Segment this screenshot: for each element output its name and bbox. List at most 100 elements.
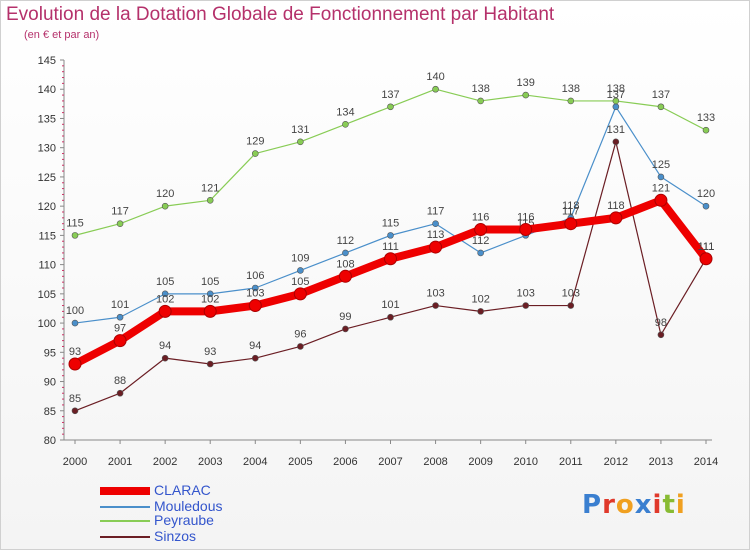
data-label-sinzos: 94: [159, 340, 171, 352]
data-label-sinzos: 88: [114, 375, 126, 387]
data-label-peyraube: 131: [291, 124, 309, 136]
data-label-clarac: 102: [156, 293, 174, 305]
legend-item-clarac: CLARAC: [100, 482, 300, 498]
data-point-mouledous: [702, 202, 710, 210]
data-label-sinzos: 103: [562, 288, 580, 300]
data-label-peyraube: 115: [66, 217, 84, 229]
data-label-clarac: 93: [69, 346, 81, 358]
data-point-mouledous: [342, 249, 349, 257]
data-point-mouledous: [387, 232, 394, 239]
x-tick-label: 2006: [333, 456, 357, 468]
data-label-sinzos: 99: [339, 311, 351, 323]
data-point-clarac: [564, 217, 578, 231]
data-point-clarac: [474, 223, 488, 237]
data-point-sinzos: [297, 343, 304, 350]
y-tick-label: 90: [44, 377, 56, 389]
legend-label: CLARAC: [154, 482, 211, 498]
x-tick-label: 2013: [649, 456, 673, 468]
data-label-clarac: 102: [201, 293, 219, 305]
data-label-sinzos: 93: [204, 346, 216, 358]
data-label-sinzos: 102: [471, 293, 489, 305]
x-tick-label: 2009: [468, 456, 492, 468]
data-point-sinzos: [387, 313, 394, 321]
data-label-peyraube: 129: [246, 136, 264, 148]
data-label-mouledous: 101: [111, 299, 129, 311]
data-point-sinzos: [657, 331, 665, 339]
data-label-sinzos: 94: [249, 340, 261, 352]
data-label-peyraube: 120: [156, 188, 174, 200]
data-label-clarac: 116: [472, 212, 490, 224]
data-label-peyraube: 139: [517, 77, 535, 89]
data-point-sinzos: [206, 360, 214, 368]
data-label-mouledous: 112: [337, 235, 355, 247]
data-label-clarac: 97: [114, 323, 126, 335]
data-point-peyraube: [161, 202, 169, 210]
data-point-peyraube: [522, 91, 530, 99]
data-point-sinzos: [567, 302, 575, 309]
data-label-mouledous: 137: [607, 89, 625, 101]
x-tick-label: 2003: [198, 456, 222, 468]
data-point-mouledous: [161, 290, 169, 298]
data-point-mouledous: [657, 173, 665, 181]
legend-swatch: [100, 520, 150, 522]
data-point-sinzos: [612, 138, 620, 146]
data-label-mouledous: 105: [201, 276, 219, 288]
data-point-sinzos: [342, 325, 349, 333]
chart-title: Evolution de la Dotation Globale de Fonc…: [6, 4, 555, 25]
data-point-clarac: [699, 252, 713, 266]
y-tick-label: 105: [38, 289, 56, 301]
y-tick-label: 145: [38, 55, 56, 67]
data-label-clarac: 105: [291, 276, 309, 288]
data-label-peyraube: 137: [381, 89, 399, 101]
legend-swatch: [100, 487, 150, 495]
data-label-clarac: 116: [517, 212, 535, 224]
data-label-sinzos: 103: [517, 288, 535, 300]
data-point-mouledous: [612, 103, 620, 111]
data-point-sinzos: [522, 302, 530, 309]
data-label-mouledous: 106: [246, 270, 264, 282]
data-label-mouledous: 120: [697, 188, 715, 200]
data-label-peyraube: 138: [562, 83, 580, 95]
data-point-sinzos: [71, 407, 79, 415]
data-point-peyraube: [71, 232, 79, 239]
data-label-clarac: 117: [562, 206, 580, 218]
data-point-sinzos: [432, 302, 439, 309]
data-label-peyraube: 137: [652, 89, 670, 101]
data-point-peyraube: [432, 85, 439, 93]
data-point-peyraube: [251, 150, 259, 157]
chart-subtitle: (en € et par an): [24, 29, 100, 41]
data-point-clarac: [384, 252, 397, 266]
y-tick-label: 125: [38, 172, 56, 184]
data-point-peyraube: [387, 103, 394, 111]
data-label-mouledous: 112: [472, 235, 490, 247]
data-label-peyraube: 133: [697, 112, 715, 124]
data-point-peyraube: [477, 97, 484, 105]
x-tick-label: 2004: [243, 456, 267, 468]
data-label-sinzos: 96: [294, 328, 306, 340]
proxiti-logo: Proxiti: [582, 490, 686, 520]
data-label-clarac: 113: [427, 229, 445, 241]
data-point-peyraube: [342, 121, 349, 128]
data-point-clarac: [429, 240, 443, 254]
legend-label: Mouledous: [154, 498, 223, 514]
data-label-mouledous: 100: [66, 305, 84, 317]
data-label-clarac: 118: [607, 200, 625, 212]
x-tick-label: 2011: [559, 456, 583, 468]
data-label-peyraube: 140: [426, 71, 444, 83]
y-tick-label: 95: [44, 347, 56, 359]
data-point-mouledous: [432, 220, 439, 227]
data-label-clarac: 108: [336, 258, 354, 270]
legend-label: Sinzos: [154, 528, 197, 544]
data-point-sinzos: [251, 354, 259, 362]
data-label-sinzos: 98: [655, 317, 667, 329]
data-label-mouledous: 105: [156, 276, 174, 288]
x-tick-label: 2002: [153, 456, 177, 468]
data-point-mouledous: [251, 284, 259, 292]
legend-swatch: [100, 536, 150, 538]
x-tick-label: 2012: [604, 456, 628, 468]
data-point-clarac: [203, 304, 217, 318]
legend-swatch: [100, 506, 150, 508]
x-tick-label: 2008: [423, 456, 447, 468]
y-tick-label: 80: [44, 435, 56, 447]
